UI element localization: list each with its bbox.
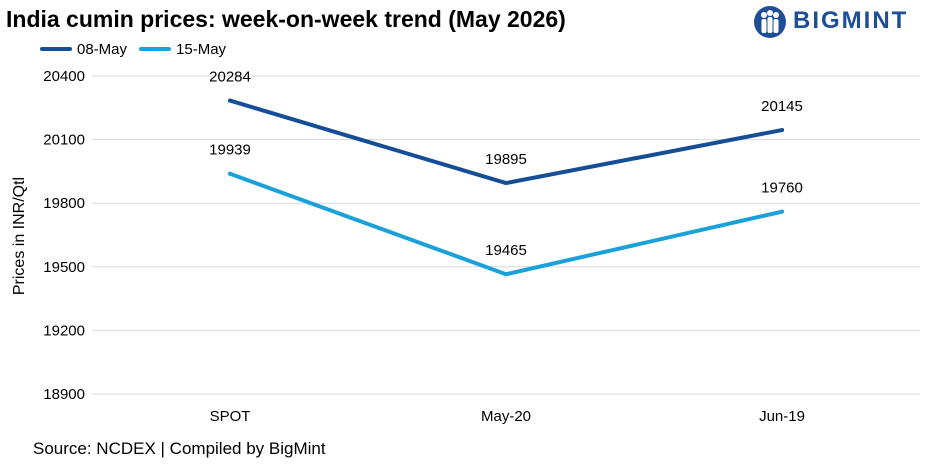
series-line-08-may	[228, 98, 784, 186]
y-tick-label: 20400	[43, 68, 85, 85]
data-point	[780, 128, 784, 133]
bigmint-logo: BIGMINT	[753, 4, 935, 40]
logo-wordmark: BIGMINT	[793, 7, 909, 34]
data-label: 20284	[209, 69, 251, 86]
y-axis-ticks: 18900 19200 19500 19800 20100 20400	[43, 68, 85, 403]
data-point	[228, 171, 232, 176]
data-point	[504, 181, 508, 186]
x-axis-ticks: SPOT May-20 Jun-19	[210, 408, 805, 425]
y-tick-label: 19500	[43, 259, 85, 276]
source-note: Source: NCDEX | Compiled by BigMint	[33, 439, 326, 458]
x-tick-label: May-20	[481, 408, 531, 425]
grid-lines	[92, 75, 920, 395]
data-label: 19939	[209, 142, 251, 159]
data-label: 19895	[485, 151, 527, 168]
legend-item-15-may: 15-May	[139, 41, 226, 58]
data-label: 19465	[485, 242, 527, 259]
x-tick-label: Jun-19	[759, 408, 805, 425]
data-labels: 20284 19895 20145 19939 19465 19760	[209, 69, 803, 260]
legend-label-15-may: 15-May	[176, 40, 227, 58]
legend-label-08-may: 08-May	[77, 40, 128, 58]
y-tick-label: 19800	[43, 195, 85, 212]
y-tick-label: 19200	[43, 322, 85, 339]
data-point	[780, 209, 784, 214]
bigmint-people-icon	[754, 6, 786, 38]
y-tick-label: 20100	[43, 132, 85, 149]
x-tick-label: SPOT	[210, 408, 251, 425]
legend-swatch-08-may	[40, 47, 72, 51]
chart-title: India cumin prices: week-on-week trend (…	[6, 6, 566, 32]
data-label: 19760	[761, 180, 803, 197]
y-tick-label: 18900	[43, 386, 85, 403]
series-lines	[228, 98, 784, 277]
legend-item-08-may: 08-May	[40, 41, 127, 58]
data-point	[504, 272, 508, 277]
y-axis-label: Prices in INR/Qtl	[11, 177, 28, 295]
legend-swatch-15-may	[139, 47, 172, 51]
chart-legend: 08-May 15-May	[40, 39, 238, 59]
data-label: 20145	[761, 98, 803, 115]
data-point	[228, 98, 232, 103]
